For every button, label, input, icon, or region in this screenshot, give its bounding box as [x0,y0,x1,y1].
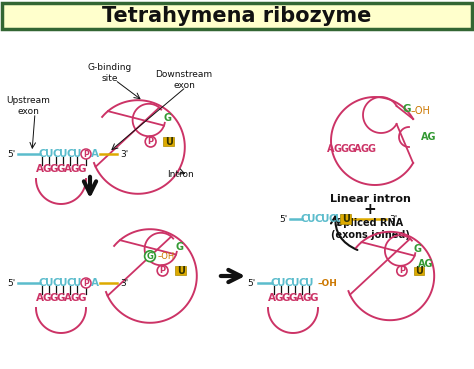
Text: G: G [43,293,51,303]
Text: G: G [50,293,58,303]
Text: G: G [347,144,356,154]
Text: P: P [83,149,89,159]
FancyBboxPatch shape [414,267,424,275]
Text: G: G [57,293,65,303]
Circle shape [81,149,91,159]
Text: P: P [160,266,165,275]
Text: G: G [78,293,86,303]
Text: U: U [277,278,285,288]
Text: G: G [368,144,376,154]
Text: –OH: –OH [411,106,431,116]
FancyBboxPatch shape [175,266,186,275]
Text: G: G [310,293,318,303]
Text: A: A [296,293,304,303]
Text: U: U [335,214,343,224]
Text: G: G [71,164,79,174]
Text: C: C [38,149,46,159]
Text: P: P [83,279,89,287]
Text: C: C [66,278,74,288]
Text: 3': 3' [389,214,397,224]
Text: G: G [71,293,79,303]
Text: 5': 5' [248,279,256,287]
Text: U: U [177,266,184,276]
Text: U: U [73,149,81,159]
Text: 3': 3' [120,149,128,159]
Text: 3': 3' [120,279,128,287]
FancyBboxPatch shape [2,3,472,29]
Text: P: P [399,266,405,275]
Text: G: G [361,144,369,154]
Text: C: C [38,278,46,288]
Circle shape [157,265,168,276]
Text: U: U [45,149,53,159]
Text: Linear intron: Linear intron [329,194,410,204]
Text: A: A [268,293,276,303]
Text: U: U [321,214,329,224]
Text: G: G [57,164,65,174]
Text: C: C [66,149,74,159]
FancyBboxPatch shape [340,214,352,224]
Text: U: U [73,278,81,288]
Text: A: A [327,144,335,154]
Text: G-binding
site: G-binding site [88,63,132,83]
Circle shape [145,251,155,262]
Text: G: G [146,252,154,261]
Text: –OH: –OH [318,279,338,287]
Circle shape [81,278,91,288]
Text: U: U [307,214,315,224]
Text: A: A [36,164,44,174]
Text: Downstream
exon: Downstream exon [155,70,212,90]
Text: AG: AG [421,132,437,142]
Text: G: G [78,164,86,174]
Text: U: U [305,278,313,288]
Text: G: G [43,164,51,174]
Text: C: C [52,149,60,159]
Text: G: G [303,293,311,303]
Text: C: C [270,278,278,288]
Text: –OH: –OH [157,252,174,261]
Text: Spliced RNA
(exons joined): Spliced RNA (exons joined) [330,218,410,240]
Text: A: A [64,164,72,174]
Text: A: A [64,293,72,303]
Text: A: A [91,149,99,159]
Text: 5': 5' [280,214,288,224]
Text: Upstream
exon: Upstream exon [6,96,50,116]
Circle shape [145,136,156,147]
Text: U: U [291,278,299,288]
Text: C: C [328,214,336,224]
Text: U: U [45,278,53,288]
Text: P: P [147,137,154,146]
Text: A: A [355,144,362,154]
Text: C: C [284,278,292,288]
Text: A: A [91,278,99,288]
Text: G: G [175,242,183,252]
Circle shape [397,266,407,276]
FancyBboxPatch shape [163,137,174,146]
Text: G: G [403,104,411,114]
Text: G: G [163,113,171,123]
Text: U: U [164,137,173,146]
Text: G: G [413,244,421,254]
Text: G: G [334,144,342,154]
Text: A: A [36,293,44,303]
Text: Tetrahymena ribozyme: Tetrahymena ribozyme [102,6,372,26]
Text: G: G [275,293,283,303]
Text: C: C [52,278,60,288]
Text: +: + [364,201,376,217]
Text: AG: AG [418,259,434,269]
Text: U: U [342,214,350,224]
Text: C: C [300,214,308,224]
Text: C: C [314,214,322,224]
Text: G: G [341,144,348,154]
Text: U: U [59,278,67,288]
Text: 5': 5' [8,279,16,287]
Text: G: G [50,164,58,174]
Text: Intron: Intron [167,169,193,179]
Text: G: G [282,293,290,303]
Text: G: G [289,293,297,303]
Text: C: C [298,278,306,288]
Text: U: U [415,266,423,276]
Text: 5': 5' [8,149,16,159]
Text: U: U [59,149,67,159]
